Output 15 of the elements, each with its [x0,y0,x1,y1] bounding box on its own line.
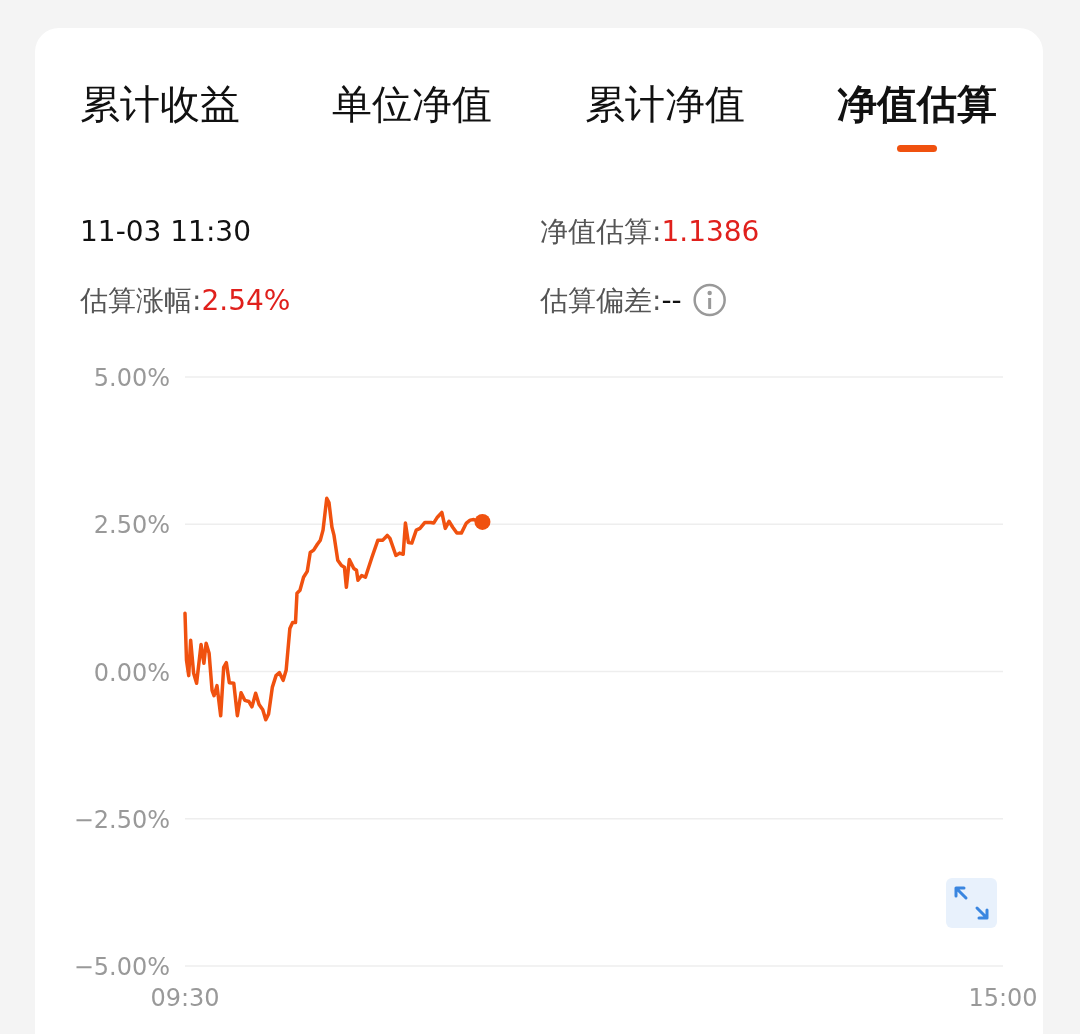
text: 估算涨幅:2.54% [79,284,291,317]
text: 估算偏差:-- [539,284,682,317]
text: 单位净值 [332,81,492,127]
text: 11-03 11:30 [80,215,251,248]
x-tick-label: 09:30 [150,984,220,1012]
y-tick-label: 2.50% [93,511,170,540]
text: 累计净值 [585,81,745,127]
text: 净值估算 [837,81,997,127]
y-tick-label: 5.00% [93,364,170,392]
text: 累计收益 [80,81,240,127]
text: 净值估算:1.1386 [540,215,760,248]
y-tick-label: −2.50% [73,805,170,834]
y-tick-label: −5.00% [73,953,170,981]
y-tick-label: 0.00% [93,658,170,687]
x-tick-label: 15:00 [968,984,1038,1012]
